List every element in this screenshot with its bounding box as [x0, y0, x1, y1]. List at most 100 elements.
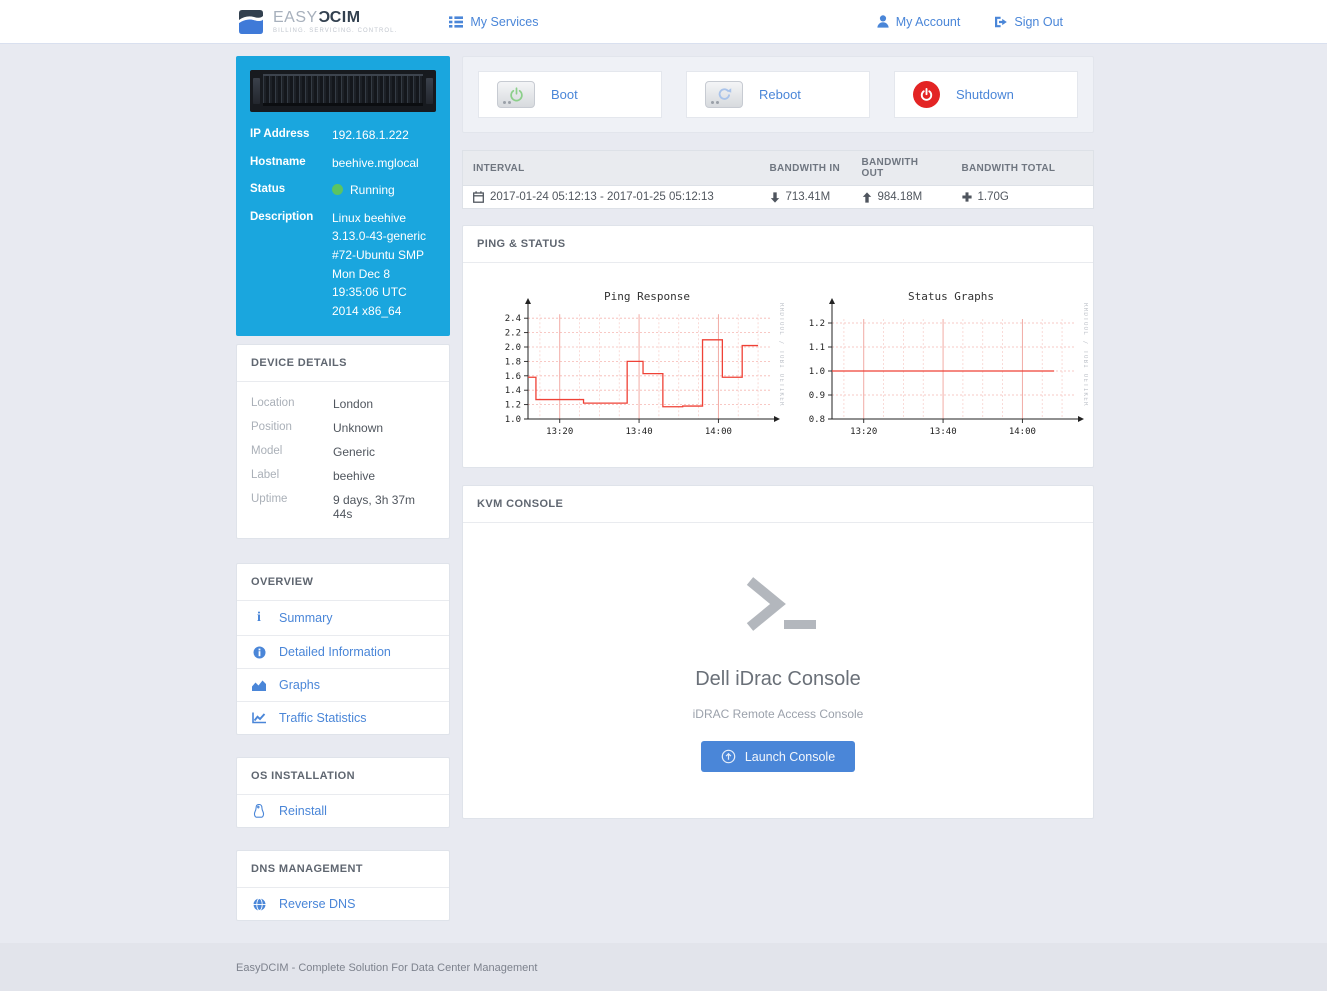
detail-row-label: Label beehive — [251, 464, 435, 488]
svg-text:Ping Response: Ping Response — [604, 290, 690, 303]
hostname-value: beehive.mglocal — [332, 154, 436, 173]
top-navbar: EASYCCIM BILLING. SERVICING. CONTROL. My… — [0, 0, 1327, 44]
boot-button[interactable]: Boot — [478, 71, 662, 118]
launch-console-button[interactable]: Launch Console — [701, 741, 855, 772]
kvm-console-title: KVM CONSOLE — [463, 486, 1093, 523]
description-row: Description Linux beehive 3.13.0-43-gene… — [250, 209, 436, 321]
sidebar-item-reverse-dns[interactable]: Reverse DNS — [237, 887, 449, 920]
svg-text:2.0: 2.0 — [505, 343, 521, 353]
svg-text:1.2: 1.2 — [505, 401, 521, 411]
power-circle-icon — [913, 81, 940, 108]
svg-text:1.4: 1.4 — [505, 386, 521, 396]
kvm-console-panel: KVM CONSOLE Dell iDrac Console iDRAC Rem… — [462, 485, 1094, 819]
status-running-dot — [332, 184, 343, 195]
th-list-icon — [449, 16, 463, 28]
col-interval: INTERVAL — [463, 151, 760, 186]
detail-row-location: Location London — [251, 392, 435, 416]
ping-status-panel: PING & STATUS Ping Response 1.0 1.2 1.4 1.6 1… — [462, 225, 1094, 468]
arrow-up-icon — [862, 192, 872, 203]
ping-response-chart: Ping Response 1.0 1.2 1.4 1.6 1.8 2.0 2.2 2.4 13:… — [488, 287, 784, 439]
info-icon: i — [251, 610, 267, 626]
server-power-icon — [497, 81, 535, 108]
svg-text:RRDTOOL / TOBI OETIKER: RRDTOOL / TOBI OETIKER — [778, 303, 784, 407]
kvm-console-subheading: iDRAC Remote Access Console — [483, 707, 1073, 721]
bandwidth-row: 2017-01-24 05:12:13 - 2017-01-25 05:12:1… — [463, 186, 1094, 209]
kvm-console-heading: Dell iDrac Console — [483, 668, 1073, 691]
svg-text:1.8: 1.8 — [505, 357, 521, 367]
calendar-icon — [473, 191, 484, 203]
line-chart-icon — [251, 712, 267, 724]
detail-row-uptime: Uptime 9 days, 3h 37m 44s — [251, 488, 435, 526]
svg-text:Status Graphs: Status Graphs — [908, 290, 994, 303]
sidebar-item-traffic-statistics[interactable]: Traffic Statistics — [237, 701, 449, 734]
plus-icon — [962, 192, 972, 202]
svg-text:2.2: 2.2 — [505, 329, 521, 339]
status-value: Running — [350, 183, 395, 197]
device-details-title: DEVICE DETAILS — [237, 345, 449, 382]
description-value: Linux beehive 3.13.0-43-generic #72-Ubun… — [332, 209, 436, 321]
os-installation-menu-panel: OS INSTALLATION Reinstall — [236, 757, 450, 828]
ip-address-value: 192.168.1.222 — [332, 126, 436, 145]
nav-my-services[interactable]: My Services — [449, 15, 538, 29]
svg-text:0.9: 0.9 — [809, 391, 825, 401]
shutdown-button[interactable]: Shutdown — [894, 71, 1078, 118]
ping-status-title: PING & STATUS — [463, 226, 1093, 263]
sidebar: IP Address 192.168.1.222 Hostname beehiv… — [236, 56, 450, 943]
dns-management-menu-panel: DNS MANAGEMENT Reverse DNS — [236, 850, 450, 921]
os-installation-menu-title: OS INSTALLATION — [237, 758, 449, 794]
sign-out-icon — [994, 16, 1007, 28]
svg-text:1.2: 1.2 — [809, 319, 825, 329]
user-icon — [877, 15, 889, 28]
server-refresh-icon — [705, 81, 743, 108]
svg-text:RRDTOOL / TOBI OETIKER: RRDTOOL / TOBI OETIKER — [1082, 303, 1088, 407]
info-circle-icon — [251, 646, 267, 659]
bandwidth-total-value: 1.70G — [978, 191, 1009, 203]
power-actions-panel: Boot Reboot Shutdo — [462, 56, 1094, 133]
sidebar-item-detailed-information[interactable]: Detailed Information — [237, 635, 449, 668]
easydcim-logo[interactable]: EASYCCIM BILLING. SERVICING. CONTROL. — [236, 7, 397, 37]
logo-text: EASYCCIM BILLING. SERVICING. CONTROL. — [273, 10, 397, 34]
interval-value: 2017-01-24 05:12:13 - 2017-01-25 05:12:1… — [490, 191, 714, 203]
area-chart-icon — [251, 680, 267, 691]
svg-text:1.0: 1.0 — [505, 415, 521, 425]
arrow-circle-up-icon — [721, 749, 736, 764]
bandwidth-out-value: 984.18M — [878, 191, 923, 203]
svg-text:14:00: 14:00 — [705, 427, 732, 437]
bandwidth-table: INTERVAL BANDWITH IN BANDWITH OUT BANDWI… — [462, 150, 1094, 209]
sidebar-item-summary[interactable]: i Summary — [237, 600, 449, 635]
detail-row-model: Model Generic — [251, 440, 435, 464]
device-details-panel: DEVICE DETAILS Location London Position … — [236, 344, 450, 539]
sidebar-item-graphs[interactable]: Graphs — [237, 668, 449, 701]
svg-text:13:20: 13:20 — [546, 427, 573, 437]
sidebar-item-reinstall[interactable]: Reinstall — [237, 794, 449, 827]
status-row: Status Running — [250, 181, 436, 200]
terminal-icon — [734, 573, 822, 635]
main-content: Boot Reboot Shutdo — [462, 56, 1094, 943]
server-photo — [250, 70, 436, 112]
dns-management-menu-title: DNS MANAGEMENT — [237, 851, 449, 887]
svg-text:13:40: 13:40 — [930, 427, 957, 437]
status-graphs-chart: Status Graphs0.80.91.01.11.213:2013:4014… — [792, 287, 1088, 439]
linux-penguin-icon — [251, 804, 267, 818]
page-footer: EasyDCIM - Complete Solution For Data Ce… — [0, 943, 1327, 991]
svg-text:0.8: 0.8 — [809, 415, 825, 425]
logo-tagline: BILLING. SERVICING. CONTROL. — [273, 28, 397, 34]
detail-row-position: Position Unknown — [251, 416, 435, 440]
svg-text:1.1: 1.1 — [809, 343, 825, 353]
reboot-button[interactable]: Reboot — [686, 71, 870, 118]
col-bandwidth-total: BANDWITH TOTAL — [952, 151, 1094, 186]
overview-menu-title: OVERVIEW — [237, 564, 449, 600]
col-bandwidth-out: BANDWITH OUT — [852, 151, 952, 186]
easydcim-logo-icon — [236, 7, 266, 37]
svg-text:1.0: 1.0 — [809, 367, 825, 377]
svg-text:13:20: 13:20 — [850, 427, 877, 437]
nav-sign-out[interactable]: Sign Out — [994, 15, 1063, 29]
svg-text:1.6: 1.6 — [505, 372, 521, 382]
bandwidth-in-value: 713.41M — [786, 191, 831, 203]
nav-my-account[interactable]: My Account — [877, 15, 961, 29]
globe-icon — [251, 898, 267, 911]
svg-text:2.4: 2.4 — [505, 314, 521, 324]
ip-address-row: IP Address 192.168.1.222 — [250, 126, 436, 145]
svg-text:13:40: 13:40 — [626, 427, 653, 437]
server-summary-panel: IP Address 192.168.1.222 Hostname beehiv… — [236, 56, 450, 336]
